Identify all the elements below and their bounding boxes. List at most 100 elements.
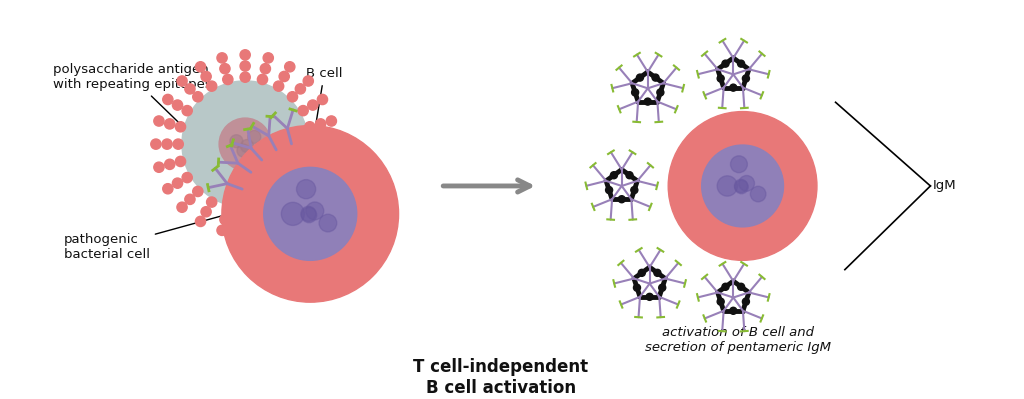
Circle shape <box>303 76 313 86</box>
Circle shape <box>637 74 643 81</box>
Circle shape <box>288 186 298 197</box>
Circle shape <box>264 167 356 260</box>
Circle shape <box>717 298 724 305</box>
Circle shape <box>220 63 230 74</box>
Circle shape <box>638 269 645 277</box>
Circle shape <box>307 139 317 149</box>
Circle shape <box>307 100 317 110</box>
Text: IgM: IgM <box>933 180 956 192</box>
Circle shape <box>222 74 232 85</box>
Circle shape <box>327 116 337 126</box>
Circle shape <box>730 307 737 314</box>
Circle shape <box>154 162 164 172</box>
Circle shape <box>730 156 748 173</box>
Circle shape <box>217 225 227 235</box>
Circle shape <box>652 74 659 81</box>
Circle shape <box>163 95 173 105</box>
Circle shape <box>327 162 337 172</box>
Circle shape <box>193 186 203 197</box>
Circle shape <box>193 92 203 102</box>
Circle shape <box>297 180 315 199</box>
Circle shape <box>263 225 273 235</box>
Circle shape <box>280 71 290 81</box>
Circle shape <box>230 135 243 148</box>
Circle shape <box>717 75 724 82</box>
Circle shape <box>305 122 315 132</box>
Circle shape <box>217 53 227 63</box>
Circle shape <box>654 269 660 277</box>
Circle shape <box>201 71 211 81</box>
Circle shape <box>730 84 737 91</box>
Circle shape <box>177 76 187 86</box>
Text: T cell-independent
B cell activation: T cell-independent B cell activation <box>414 358 589 397</box>
Circle shape <box>182 172 193 183</box>
Circle shape <box>734 179 748 193</box>
Circle shape <box>240 206 250 216</box>
Circle shape <box>175 122 185 132</box>
Circle shape <box>173 139 183 149</box>
Circle shape <box>722 283 729 290</box>
Circle shape <box>240 50 250 60</box>
Circle shape <box>626 172 633 179</box>
Circle shape <box>285 62 295 72</box>
Circle shape <box>222 203 232 214</box>
Circle shape <box>742 298 750 305</box>
Circle shape <box>240 228 250 239</box>
Circle shape <box>644 98 651 105</box>
Circle shape <box>165 159 175 170</box>
Circle shape <box>240 72 250 82</box>
Circle shape <box>317 184 328 194</box>
Circle shape <box>315 159 326 170</box>
Circle shape <box>220 214 230 225</box>
Circle shape <box>303 202 313 212</box>
Circle shape <box>646 293 653 300</box>
Circle shape <box>288 92 298 102</box>
Circle shape <box>295 84 305 94</box>
Circle shape <box>751 186 766 202</box>
Text: B cell: B cell <box>306 67 342 127</box>
Circle shape <box>240 217 250 227</box>
Circle shape <box>307 178 317 188</box>
Circle shape <box>701 145 783 227</box>
Circle shape <box>207 81 217 91</box>
Circle shape <box>248 130 261 143</box>
Circle shape <box>241 140 254 152</box>
Circle shape <box>285 216 295 227</box>
Circle shape <box>263 53 273 63</box>
Circle shape <box>737 60 744 67</box>
Circle shape <box>330 139 340 149</box>
Circle shape <box>172 100 182 110</box>
Circle shape <box>237 144 250 157</box>
Circle shape <box>738 176 755 191</box>
Circle shape <box>306 202 324 220</box>
Circle shape <box>219 118 271 170</box>
Circle shape <box>634 284 640 291</box>
Circle shape <box>165 119 175 129</box>
Circle shape <box>196 216 206 227</box>
Circle shape <box>184 84 195 94</box>
Circle shape <box>305 156 315 166</box>
Circle shape <box>196 62 206 72</box>
Circle shape <box>177 202 187 212</box>
Circle shape <box>257 203 267 214</box>
Circle shape <box>631 187 638 194</box>
Circle shape <box>201 207 211 217</box>
Circle shape <box>658 284 666 291</box>
Circle shape <box>162 139 172 149</box>
Circle shape <box>172 178 182 188</box>
Text: activation of B cell and
secretion of pentameric IgM: activation of B cell and secretion of pe… <box>645 326 830 354</box>
Circle shape <box>240 61 250 71</box>
Circle shape <box>610 172 617 179</box>
Circle shape <box>295 194 305 204</box>
Circle shape <box>656 89 664 96</box>
Circle shape <box>717 176 737 196</box>
Circle shape <box>273 81 284 91</box>
Circle shape <box>184 194 195 204</box>
Circle shape <box>317 95 328 105</box>
Circle shape <box>319 214 337 232</box>
Circle shape <box>722 60 729 67</box>
Circle shape <box>182 81 308 207</box>
Circle shape <box>315 119 326 129</box>
Text: pathogenic
bacterial cell: pathogenic bacterial cell <box>63 213 233 261</box>
Circle shape <box>207 197 217 207</box>
